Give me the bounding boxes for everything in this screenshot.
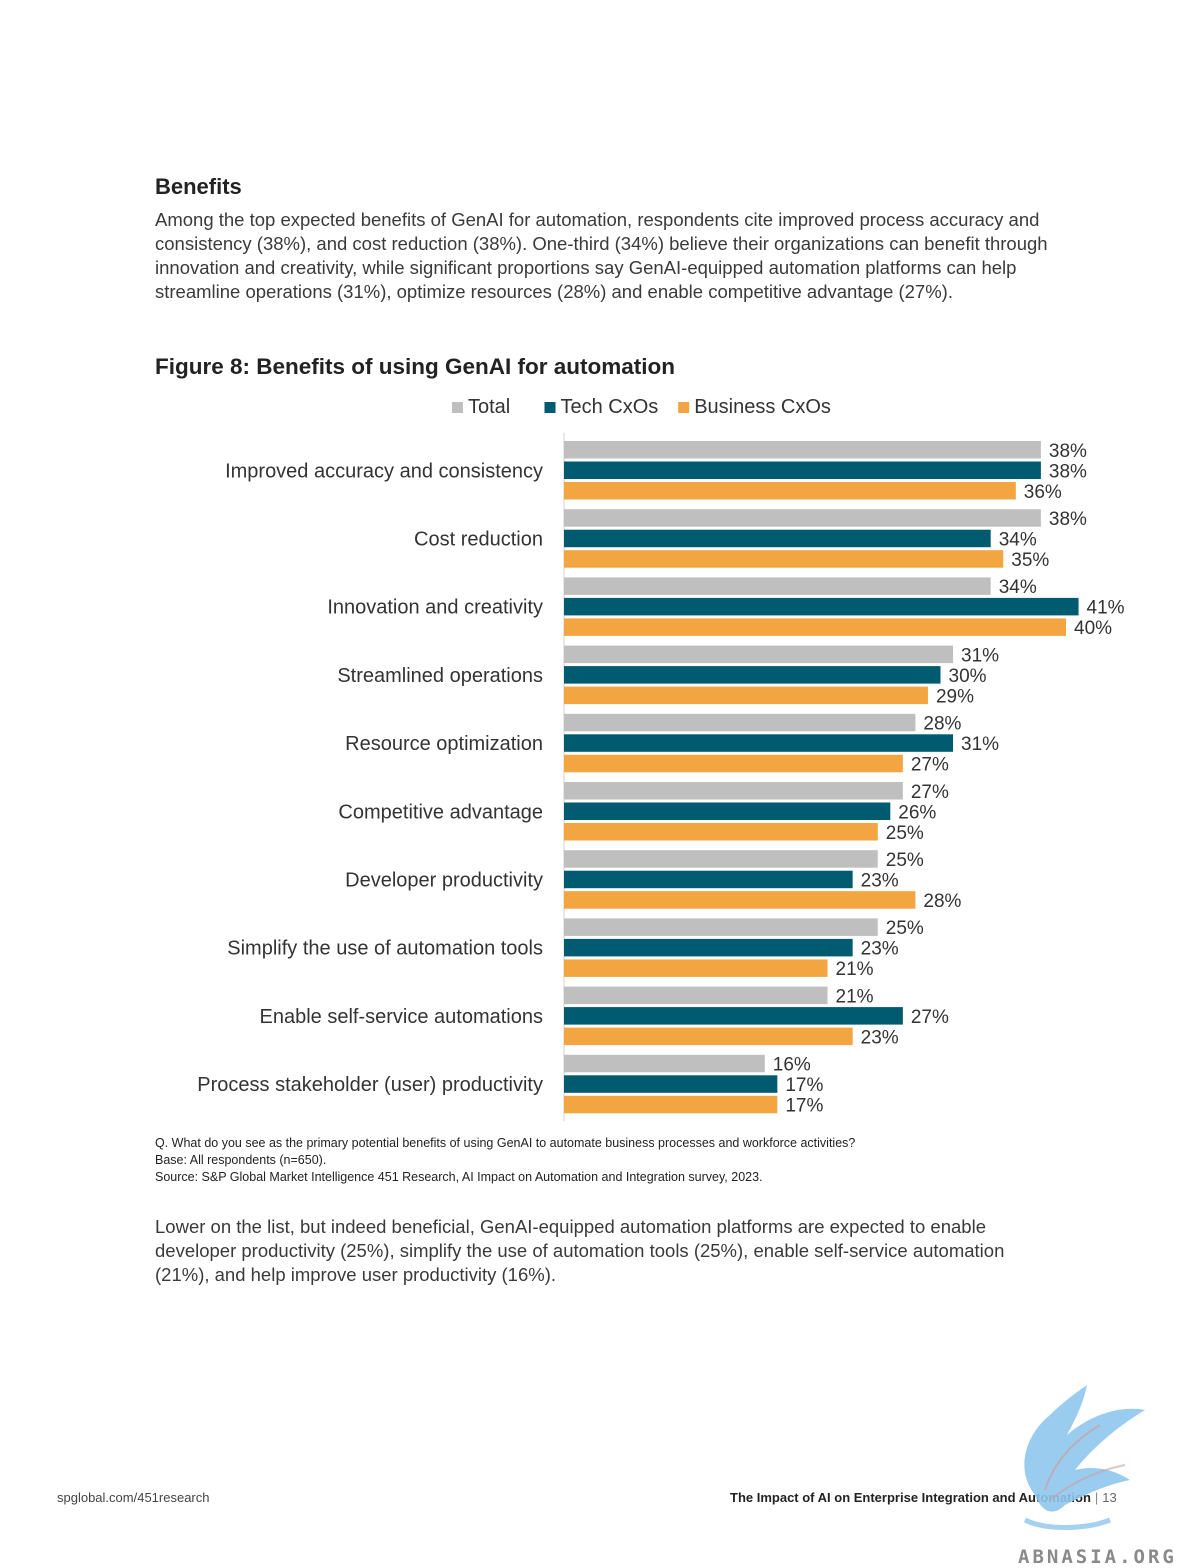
category-label-5: Competitive advantage	[338, 801, 543, 823]
category-label-6: Developer productivity	[345, 869, 543, 891]
bar-2-1	[564, 597, 1079, 616]
footer-doc-title: The Impact of AI on Enterprise Integrati…	[730, 1490, 1091, 1505]
value-label-0-2: 36%	[1024, 482, 1062, 503]
legend-label-1: Tech CxOs	[561, 396, 659, 418]
value-label-3-0: 31%	[961, 645, 999, 666]
value-label-0-1: 38%	[1049, 461, 1087, 482]
value-label-3-2: 29%	[936, 686, 974, 707]
bar-0-0	[564, 441, 1041, 459]
bar-0-2	[564, 482, 1016, 500]
category-label-1: Cost reduction	[414, 528, 543, 550]
bar-2-0	[564, 577, 991, 595]
footer-url[interactable]: spglobal.com/451research	[57, 1490, 210, 1505]
value-label-6-2: 28%	[923, 891, 961, 912]
value-label-5-2: 25%	[886, 823, 924, 844]
category-label-9: Process stakeholder (user) productivity	[197, 1074, 543, 1096]
legend-label-2: Business CxOs	[694, 396, 831, 418]
value-label-2-0: 34%	[999, 577, 1037, 598]
legend-label-0: Total	[468, 396, 510, 418]
value-label-8-1: 27%	[911, 1007, 949, 1028]
category-label-3: Streamlined operations	[337, 665, 543, 687]
value-label-0-0: 38%	[1049, 441, 1087, 462]
value-label-4-1: 31%	[961, 734, 999, 755]
bar-1-1	[564, 529, 991, 548]
survey-question: Q. What do you see as the primary potent…	[155, 1136, 856, 1150]
bar-9-1	[564, 1075, 778, 1093]
bar-0-1	[564, 461, 1041, 479]
page-number: 13	[1102, 1490, 1117, 1505]
value-label-6-1: 23%	[861, 870, 899, 891]
bar-6-1	[564, 870, 853, 889]
figure-notes: Q. What do you see as the primary potent…	[155, 1135, 1055, 1186]
intro-paragraph: Among the top expected benefits of GenAI…	[155, 209, 1048, 302]
category-label-2: Innovation and creativity	[327, 597, 543, 619]
watermark-logo-icon	[1023, 1385, 1145, 1530]
bar-1-2	[564, 550, 1004, 568]
value-label-1-2: 35%	[1011, 550, 1049, 571]
bar-4-2	[564, 754, 903, 773]
bar-4-0	[564, 713, 916, 732]
survey-base: Base: All respondents (n=650).	[155, 1153, 327, 1167]
value-label-6-0: 25%	[886, 850, 924, 871]
bar-6-2	[564, 891, 916, 909]
bar-3-0	[564, 645, 954, 664]
value-label-9-1: 17%	[785, 1075, 823, 1096]
benefits-bar-chart: Total Tech CxOs Business CxOs Improved accu…	[197, 396, 1125, 1122]
bar-7-2	[564, 959, 828, 977]
value-label-4-2: 27%	[911, 755, 949, 776]
bar-9-2	[564, 1095, 778, 1114]
value-label-9-0: 16%	[773, 1055, 811, 1076]
category-label-4: Resource optimization	[345, 733, 543, 755]
footer-separator: |	[1094, 1490, 1099, 1505]
bar-5-1	[564, 802, 891, 820]
figure-title: Figure 8: Benefits of using GenAI for au…	[155, 354, 676, 379]
bar-4-1	[564, 734, 954, 752]
value-label-2-1: 41%	[1087, 598, 1125, 619]
bar-8-1	[564, 1007, 903, 1025]
value-label-1-0: 38%	[1049, 509, 1087, 530]
category-label-0: Improved accuracy and consistency	[225, 460, 543, 482]
bar-8-2	[564, 1027, 853, 1046]
value-label-7-0: 25%	[886, 918, 924, 939]
value-label-1-1: 34%	[999, 529, 1037, 550]
value-label-8-2: 23%	[861, 1027, 899, 1048]
value-label-7-2: 21%	[836, 959, 874, 980]
bar-7-0	[564, 918, 878, 936]
legend-swatch-0	[452, 402, 463, 413]
bar-5-0	[564, 782, 903, 800]
value-label-3-1: 30%	[949, 666, 987, 687]
value-label-4-0: 28%	[923, 714, 961, 735]
value-label-5-0: 27%	[911, 782, 949, 803]
bar-1-0	[564, 509, 1041, 527]
value-label-2-2: 40%	[1074, 618, 1112, 639]
value-label-7-1: 23%	[861, 939, 899, 960]
outro-paragraph: Lower on the list, but indeed beneficial…	[155, 1216, 1005, 1285]
bar-7-1	[564, 938, 853, 957]
value-label-8-0: 21%	[836, 986, 874, 1007]
survey-source: Source: S&P Global Market Intelligence 4…	[155, 1170, 763, 1184]
footer-doc-info: The Impact of AI on Enterprise Integrati…	[730, 1490, 1117, 1505]
bar-8-0	[564, 986, 828, 1005]
watermark-text: ABNASIA.ORG	[1018, 1546, 1177, 1568]
bar-2-2	[564, 618, 1066, 636]
category-label-7: Simplify the use of automation tools	[227, 938, 543, 960]
bar-6-0	[564, 850, 878, 868]
bar-5-2	[564, 823, 878, 841]
legend-swatch-1	[544, 402, 556, 413]
bar-3-1	[564, 666, 941, 684]
value-label-5-1: 26%	[898, 802, 936, 823]
value-label-9-2: 17%	[785, 1096, 823, 1117]
bar-3-2	[564, 686, 928, 705]
section-heading: Benefits	[155, 174, 242, 199]
legend-swatch-2	[678, 402, 690, 413]
bar-9-0	[564, 1054, 765, 1073]
category-label-8: Enable self-service automations	[260, 1006, 543, 1028]
